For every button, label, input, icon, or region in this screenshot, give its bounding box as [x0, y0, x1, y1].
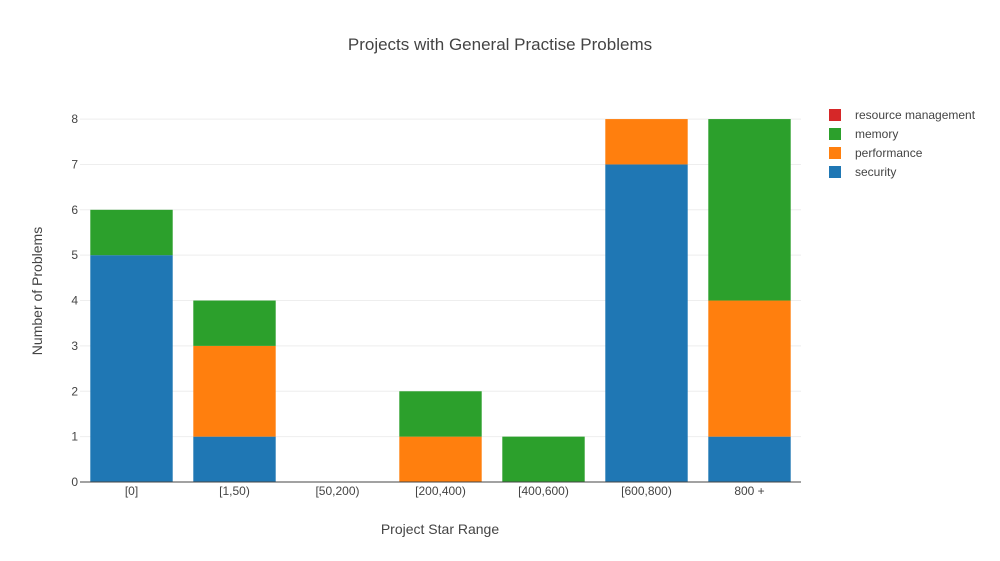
- y-tick-label: 0: [71, 475, 78, 489]
- legend-label: resource management: [855, 108, 976, 122]
- x-tick-label: [600,800): [621, 484, 672, 498]
- y-tick-label: 8: [71, 112, 78, 126]
- x-axis-ticks: [0] [1,50) [50,200) [200,400) [400,600) [600,…: [125, 484, 765, 498]
- legend-label: security: [855, 165, 896, 179]
- legend-swatch: [829, 109, 841, 121]
- bar-memory: [193, 300, 276, 346]
- bars: [90, 119, 791, 482]
- bar-performance: [193, 345, 276, 437]
- y-tick-label: 7: [71, 157, 78, 171]
- y-axis-ticks: 0 1 2 3 4 5 6 7 8: [71, 112, 78, 489]
- x-tick-label: 800 +: [734, 484, 764, 498]
- legend-swatch: [829, 147, 841, 159]
- legend: resource management memory performance secu…: [829, 108, 976, 179]
- bar-security: [605, 164, 688, 482]
- x-axis-title: Project Star Range: [381, 521, 499, 537]
- bar-memory: [502, 436, 585, 482]
- bar-performance: [399, 436, 482, 482]
- bar-security: [193, 436, 276, 482]
- x-tick-label: [1,50): [219, 484, 250, 498]
- bar-security: [708, 436, 791, 482]
- x-tick-label: [50,200): [315, 484, 359, 498]
- legend-item[interactable]: resource management: [829, 108, 976, 122]
- legend-swatch: [829, 128, 841, 140]
- legend-swatch: [829, 166, 841, 178]
- chart-title: Projects with General Practise Problems: [348, 35, 652, 54]
- legend-item[interactable]: security: [829, 165, 896, 179]
- legend-item[interactable]: memory: [829, 127, 898, 141]
- x-tick-label: [0]: [125, 484, 138, 498]
- y-tick-label: 6: [71, 203, 78, 217]
- y-axis-title: Number of Problems: [29, 227, 45, 355]
- bar-memory: [90, 209, 173, 256]
- y-tick-label: 2: [71, 384, 78, 398]
- legend-label: memory: [855, 127, 898, 141]
- legend-label: performance: [855, 146, 923, 160]
- y-tick-label: 3: [71, 339, 78, 353]
- x-tick-label: [400,600): [518, 484, 569, 498]
- gridlines: [80, 118, 801, 438]
- y-tick-label: 5: [71, 248, 78, 262]
- bar-security: [90, 255, 173, 482]
- legend-item[interactable]: performance: [829, 146, 923, 160]
- y-tick-label: 4: [71, 294, 78, 308]
- bar-memory: [708, 119, 791, 301]
- bar-performance: [605, 119, 688, 165]
- bar-memory: [399, 391, 482, 437]
- bar-performance: [708, 300, 791, 437]
- y-tick-label: 1: [71, 430, 78, 444]
- x-tick-label: [200,400): [415, 484, 466, 498]
